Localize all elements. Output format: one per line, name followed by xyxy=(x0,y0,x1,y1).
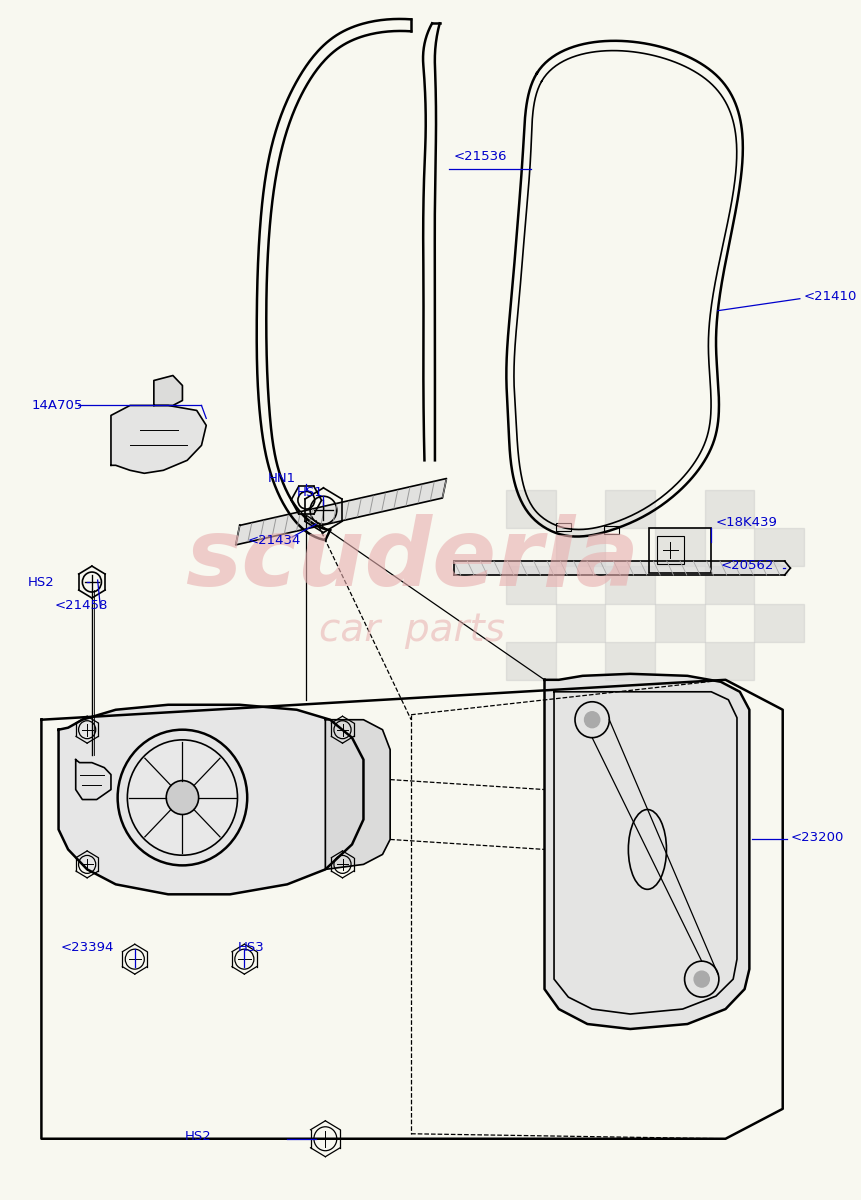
Polygon shape xyxy=(111,406,206,473)
Circle shape xyxy=(584,712,599,727)
Polygon shape xyxy=(76,760,111,799)
Bar xyxy=(656,536,683,564)
Text: <21536: <21536 xyxy=(454,150,507,163)
Bar xyxy=(703,491,753,528)
Bar xyxy=(604,642,654,680)
Text: HS3: HS3 xyxy=(238,941,264,954)
Bar xyxy=(654,528,703,566)
Bar xyxy=(753,528,802,566)
Polygon shape xyxy=(325,720,390,869)
Circle shape xyxy=(127,740,238,856)
Polygon shape xyxy=(544,674,748,1030)
Bar xyxy=(703,642,753,680)
Bar xyxy=(753,604,802,642)
Text: <21458: <21458 xyxy=(55,600,108,612)
Bar xyxy=(505,642,555,680)
Bar xyxy=(555,523,571,532)
Polygon shape xyxy=(153,376,183,406)
Bar xyxy=(505,566,555,604)
Text: HS2: HS2 xyxy=(184,1130,211,1144)
Polygon shape xyxy=(235,479,446,545)
Text: HS1: HS1 xyxy=(296,486,323,499)
Text: HN1: HN1 xyxy=(268,472,296,485)
Text: <23200: <23200 xyxy=(790,830,843,844)
Text: car  parts: car parts xyxy=(319,611,505,649)
Bar xyxy=(703,566,753,604)
Text: scuderia: scuderia xyxy=(185,514,638,606)
Circle shape xyxy=(693,971,709,988)
Bar xyxy=(555,528,604,566)
Bar xyxy=(603,526,618,534)
Bar xyxy=(505,491,555,528)
Bar xyxy=(648,528,710,574)
Bar xyxy=(604,566,654,604)
Polygon shape xyxy=(59,704,363,894)
Text: <18K439: <18K439 xyxy=(715,516,777,529)
Text: HS2: HS2 xyxy=(28,576,55,588)
Circle shape xyxy=(166,780,198,815)
Bar xyxy=(555,604,604,642)
Text: <21410: <21410 xyxy=(802,290,856,304)
Text: <20562: <20562 xyxy=(720,558,773,571)
Text: 14A705: 14A705 xyxy=(32,398,84,412)
Polygon shape xyxy=(454,562,787,575)
Text: <21434: <21434 xyxy=(247,534,300,547)
Bar xyxy=(654,604,703,642)
Text: <23394: <23394 xyxy=(60,941,114,954)
Bar xyxy=(604,491,654,528)
